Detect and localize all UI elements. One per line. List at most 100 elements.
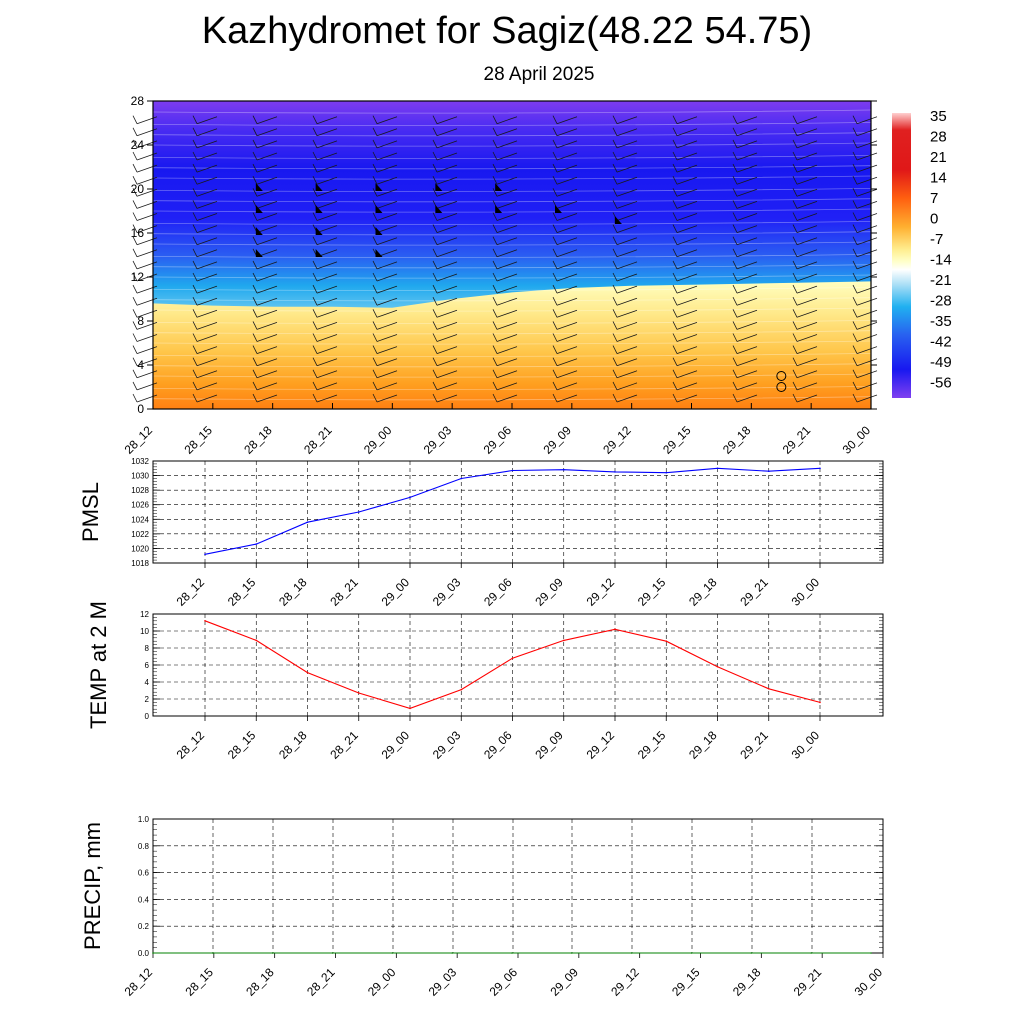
wind-barb — [436, 370, 458, 379]
wind-barb — [736, 213, 758, 221]
colorbar-tick-label: 28 — [930, 129, 947, 146]
wind-barb-feather — [492, 393, 498, 403]
wind-barb — [736, 322, 758, 330]
wind-barb — [136, 176, 158, 185]
wind-barb-feather — [432, 357, 438, 366]
wind-barb — [316, 322, 338, 330]
wind-barb-feather — [792, 212, 798, 221]
data-point — [870, 952, 872, 954]
wind-barb-feather — [132, 224, 138, 233]
wind-pennant — [435, 205, 443, 213]
wind-barb-feather — [492, 381, 498, 391]
wind-barb — [376, 237, 398, 246]
x-tick-label: 28_21 — [301, 423, 335, 457]
y-tick-label: 0.6 — [138, 869, 150, 878]
wind-barb-feather — [252, 127, 258, 136]
wind-barb — [316, 394, 338, 403]
wind-barb-feather — [612, 151, 618, 161]
colorbar-tick-label: -7 — [930, 231, 943, 248]
wind-pennant — [555, 205, 562, 213]
wind-barb — [316, 382, 338, 391]
wind-barb — [436, 394, 458, 403]
wind-barb-feather — [312, 333, 318, 342]
wind-barb-feather — [552, 333, 558, 342]
data-point — [563, 639, 565, 642]
wind-barb — [196, 273, 218, 282]
wind-barb-feather — [732, 309, 738, 318]
wind-barb-feather — [192, 212, 198, 221]
wind-barb-feather — [732, 176, 738, 185]
panel-frame — [152, 818, 884, 954]
wind-barb-feather — [552, 212, 558, 221]
wind-barb-feather — [192, 248, 198, 257]
wind-barb-feather — [732, 284, 738, 294]
y-tick-label: 12 — [131, 270, 145, 284]
contour-line — [152, 122, 872, 126]
wind-barb — [736, 273, 758, 282]
data-point — [819, 701, 821, 704]
wind-barb-feather — [792, 345, 798, 354]
y-tick-label: 1018 — [131, 559, 149, 568]
wind-barb-feather — [372, 176, 378, 185]
wind-pennant — [375, 227, 383, 235]
wind-barb-feather — [552, 345, 558, 354]
wind-barb-feather — [312, 272, 318, 282]
x-tick-label: 29_09 — [532, 575, 566, 609]
colorbar-gradient — [892, 113, 911, 398]
wind-barb — [796, 201, 818, 209]
x-tick-label: 30_00 — [840, 423, 874, 457]
wind-barb — [856, 213, 878, 221]
wind-barb-feather — [132, 260, 138, 270]
wind-barb-feather — [312, 139, 318, 149]
wind-barb-feather — [852, 127, 858, 136]
x-tick-label: 29_06 — [487, 965, 521, 999]
wind-barb — [436, 140, 458, 149]
wind-barb-feather — [852, 200, 858, 209]
wind-barb — [316, 285, 338, 294]
wind-barb — [316, 128, 338, 137]
y-tick-label: 1024 — [131, 515, 149, 524]
wind-barb-feather — [132, 381, 138, 391]
wind-barb-feather — [312, 345, 318, 354]
wind-barb — [196, 249, 218, 258]
wind-barb — [676, 152, 698, 161]
data-point — [212, 952, 214, 954]
y-tick-label: 1028 — [131, 486, 149, 495]
wind-barb — [556, 334, 578, 342]
wind-barb-feather — [792, 357, 798, 366]
x-tick-label: 29_00 — [365, 965, 399, 999]
y-tick-label: 20 — [131, 182, 145, 196]
wind-barb — [796, 285, 818, 294]
calm-circle — [776, 371, 787, 381]
wind-barb — [376, 346, 398, 354]
wind-barb-feather — [312, 260, 318, 270]
wind-barb-feather — [192, 127, 198, 136]
wind-barb-feather — [672, 381, 678, 391]
wind-barb-feather — [312, 127, 318, 136]
x-tick-label: 29_00 — [379, 575, 413, 609]
wind-barb — [256, 358, 278, 367]
data-point — [614, 471, 616, 473]
wind-barb — [256, 128, 278, 137]
x-tick-label: 29_18 — [730, 965, 764, 999]
wind-barb — [736, 225, 758, 233]
wind-barb — [316, 116, 338, 125]
wind-barb — [496, 213, 518, 221]
chart-title: Kazhydromet for Sagiz(48.22 54.75) — [201, 10, 813, 52]
wind-barb — [496, 237, 518, 246]
wind-barb — [136, 152, 158, 161]
wind-barb-feather — [552, 369, 558, 378]
wind-barb-feather — [372, 333, 378, 342]
wind-barb — [736, 152, 758, 161]
wind-barb-feather — [552, 321, 558, 330]
wind-barb — [796, 237, 818, 246]
wind-barb — [376, 334, 398, 342]
wind-barb — [796, 358, 818, 367]
x-tick-label: 29_21 — [737, 575, 771, 609]
wind-pennant — [255, 183, 263, 191]
wind-barb — [436, 273, 458, 282]
contour-line — [152, 363, 872, 368]
wind-barb — [196, 225, 218, 233]
wind-barb-feather — [312, 151, 318, 161]
wind-barb-feather — [252, 115, 258, 124]
